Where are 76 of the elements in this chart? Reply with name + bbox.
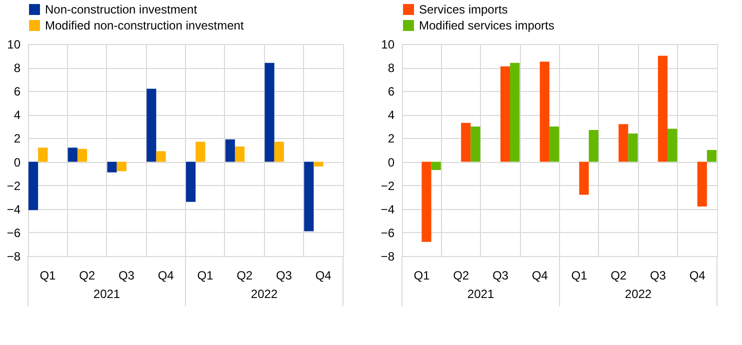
x-tick-label: Q3 [650, 268, 666, 282]
bar [510, 62, 520, 162]
legend-label: Modified non-construction investment [45, 18, 244, 32]
bar [540, 62, 550, 162]
bar [628, 134, 638, 162]
y-tick-label: 0 [14, 155, 21, 170]
y-tick-label: −8 [6, 250, 21, 264]
bar [28, 162, 38, 210]
x-tick-label: Q1 [197, 268, 214, 282]
x-tick-label: Q3 [492, 268, 509, 282]
bar [68, 148, 78, 162]
bar [697, 162, 707, 207]
y-tick-label: 0 [388, 155, 395, 170]
x-tick-label: Q1 [571, 268, 588, 282]
bar [116, 162, 126, 172]
bar [274, 142, 284, 162]
bar [422, 162, 432, 242]
y-tick-label: −6 [6, 226, 21, 240]
x-tick-label: Q3 [276, 268, 292, 282]
bar [658, 56, 668, 162]
x-tick-label: Q3 [118, 268, 135, 282]
bar [196, 142, 206, 162]
y-tick-label: 2 [14, 132, 21, 146]
x-tick-label: Q1 [414, 268, 430, 282]
bar [304, 162, 314, 232]
y-tick-label: −8 [380, 250, 395, 264]
y-tick-label: −4 [380, 202, 395, 216]
text: 2021 [93, 287, 120, 301]
bar [668, 128, 678, 162]
y-tick-label: 4 [388, 108, 395, 122]
bar [431, 162, 441, 170]
legend-label: Modified services imports [419, 18, 554, 32]
y-tick-label: −6 [380, 226, 395, 240]
y-tick-label: 6 [388, 84, 395, 99]
x-tick-label: Q2 [236, 268, 253, 282]
bar [146, 88, 156, 162]
bar [225, 139, 235, 162]
x-tick-label: Q2 [453, 268, 470, 282]
x-tick-label: Q4 [689, 268, 706, 282]
bar [77, 148, 88, 162]
y-tick-label: −2 [380, 178, 395, 193]
legend-label: Non-construction investment [45, 2, 198, 16]
bar [706, 150, 717, 162]
x-tick-label: Q4 [315, 268, 332, 282]
bar [107, 162, 117, 172]
bar [234, 146, 245, 162]
y-tick-label: 10 [7, 38, 21, 52]
y-tick-label: 2 [388, 132, 395, 146]
bar [470, 126, 480, 162]
bar [549, 126, 560, 162]
bar [264, 62, 274, 162]
bar [500, 66, 510, 162]
bar [579, 162, 589, 195]
y-tick-label: 4 [14, 108, 21, 122]
x-tick-label: Q2 [610, 268, 627, 282]
text: 2021 [467, 287, 494, 301]
x-tick-label: Q1 [40, 268, 56, 282]
y-tick-label: 8 [14, 61, 21, 76]
x-tick-label: Q2 [79, 268, 96, 282]
y-tick-label: −2 [6, 178, 21, 193]
bar [618, 124, 628, 162]
x-tick-label: Q4 [158, 268, 174, 282]
bar [156, 151, 166, 162]
legend-label: Services imports [419, 2, 508, 16]
y-tick-label: −4 [6, 202, 21, 216]
bar [186, 162, 196, 202]
bar [588, 130, 598, 162]
y-tick-label: 8 [388, 61, 395, 76]
bar [38, 148, 48, 162]
y-tick-label: 6 [14, 84, 21, 99]
bar [314, 162, 324, 166]
text: 2022 [250, 287, 278, 301]
text: 2022 [624, 287, 652, 301]
x-tick-label: Q4 [532, 268, 548, 282]
bar [461, 122, 471, 162]
y-tick-label: 10 [381, 38, 395, 52]
